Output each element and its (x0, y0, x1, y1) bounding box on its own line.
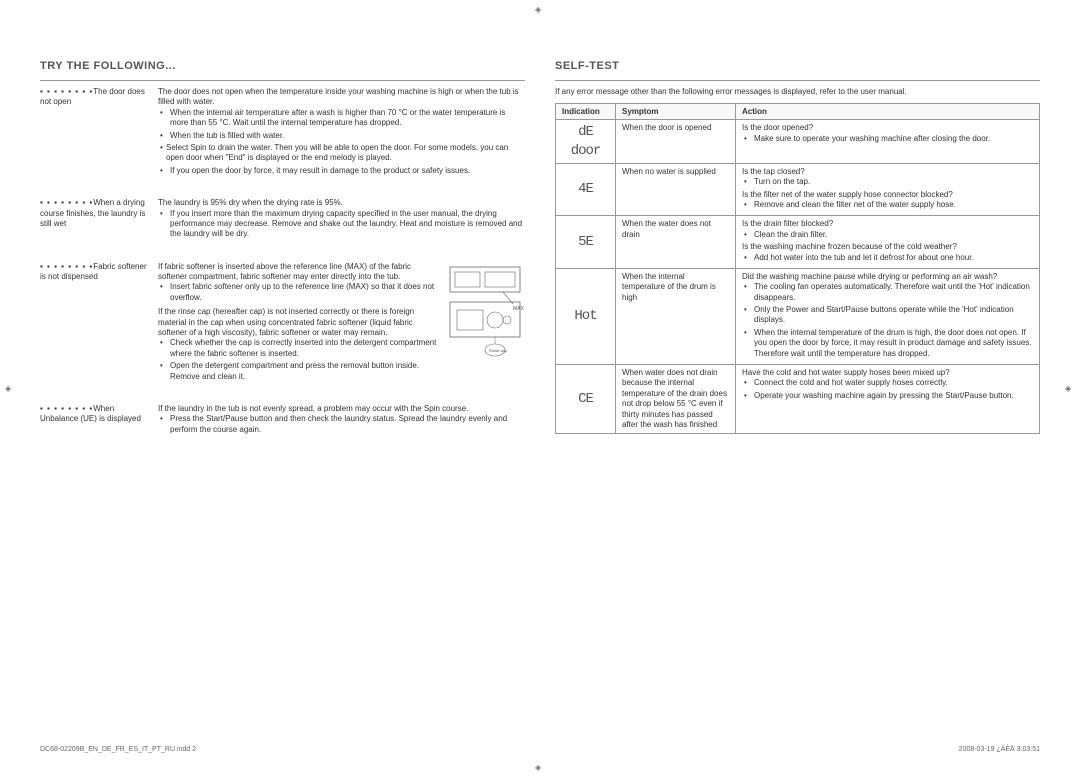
table-row: 5EWhen the water does not drainIs the dr… (556, 216, 1040, 269)
action-cell: Is the door opened?Make sure to operate … (736, 120, 1040, 163)
footer-filename: DC68-02209B_EN_DE_FR_ES_IT_PT_RU.indd 2 (40, 746, 196, 753)
trailing-note: If you open the door by force, it may re… (158, 166, 525, 176)
table-row: 4EWhen no water is suppliedIs the tap cl… (556, 163, 1040, 216)
divider (555, 80, 1040, 81)
segment-display-icon: 4E (562, 180, 609, 198)
page-container: TRY THE FOLLOWING... ▪ ▪ ▪ ▪ ▪ ▪ ▪ ▪ The… (0, 0, 1080, 778)
crop-mark-bottom (535, 763, 545, 773)
symptom-cell: When the door is opened (616, 120, 736, 163)
symptom-cell: When water does not drain because the in… (616, 365, 736, 434)
action-line: Is the filter net of the water supply ho… (742, 190, 1033, 200)
troubleshoot-block: ▪ ▪ ▪ ▪ ▪ ▪ ▪ ▪ When a drying course fin… (40, 198, 525, 242)
action-cell: Have the cold and hot water supply hoses… (736, 365, 1040, 434)
right-column: SELF-TEST If any error message other tha… (555, 60, 1040, 738)
segment-display-icon: Hot (562, 307, 609, 325)
bullet-item: Open the detergent compartment and press… (158, 361, 525, 382)
block-main-text: If the laundry in the tub is not evenly … (158, 404, 525, 414)
block-main-text: The door does not open when the temperat… (158, 87, 525, 108)
bullet-item: When the internal air temperature after … (158, 108, 525, 129)
th-symptom: Symptom (616, 104, 736, 120)
action-line: Operate your washing machine again by pr… (742, 391, 1033, 401)
bullet-item: Insert fabric softener only up to the re… (158, 282, 525, 303)
troubleshoot-block: ▪ ▪ ▪ ▪ ▪ ▪ ▪ ▪ The door does not open Th… (40, 87, 525, 178)
indication-cell: Hot (556, 268, 616, 364)
segment-display-icon: door (562, 142, 609, 160)
indication-cell: 4E (556, 163, 616, 216)
segment-display-icon: dE (562, 123, 609, 141)
action-line: Make sure to operate your washing machin… (742, 134, 1033, 144)
crop-mark-top (535, 5, 545, 15)
table-row: CE When water does not drain because the … (556, 365, 1040, 434)
block-label: ▪ ▪ ▪ ▪ ▪ ▪ ▪ ▪ Fabric softener is not d… (40, 262, 150, 384)
troubleshoot-block: ▪ ▪ ▪ ▪ ▪ ▪ ▪ ▪ When Unbalance (UE) is d… (40, 404, 525, 437)
action-line: Clean the drain filter. (742, 230, 1033, 240)
action-line: When the internal temperature of the dru… (742, 328, 1033, 359)
action-cell: Is the drain filter blocked?Clean the dr… (736, 216, 1040, 269)
self-test-table: Indication Symptom Action dEdoorWhen the… (555, 103, 1040, 434)
action-line: Is the washing machine frozen because of… (742, 242, 1033, 252)
action-line: Only the Power and Start/Pause buttons o… (742, 305, 1033, 326)
action-line: Is the drain filter blocked? (742, 219, 1033, 229)
action-line: Turn on the tap. (742, 177, 1033, 187)
page-footer: DC68-02209B_EN_DE_FR_ES_IT_PT_RU.indd 2 … (40, 746, 1040, 753)
action-line: Remove and clean the filter net of the w… (742, 200, 1033, 210)
action-line: Is the tap closed? (742, 167, 1033, 177)
block-main-text: The laundry is 95% dry when the drying r… (158, 198, 525, 208)
segment-display-icon: CE (562, 390, 609, 408)
action-line: Did the washing machine pause while dryi… (742, 272, 1033, 282)
action-line: Have the cold and hot water supply hoses… (742, 368, 1033, 378)
bullet-item: When the tub is filled with water. (158, 131, 525, 141)
symptom-cell: When the water does not drain (616, 216, 736, 269)
th-indication: Indication (556, 104, 616, 120)
bullet-item: Check whether the cap is correctly inser… (158, 338, 525, 359)
block-description: The laundry is 95% dry when the drying r… (158, 198, 525, 242)
table-row: Hot When the internal temperature of the … (556, 268, 1040, 364)
block-label: ▪ ▪ ▪ ▪ ▪ ▪ ▪ ▪ The door does not open (40, 87, 150, 178)
divider (40, 80, 525, 81)
crop-mark-right (1065, 384, 1075, 394)
block-description: The door does not open when the temperat… (158, 87, 525, 178)
action-line: Add hot water into the tub and let it de… (742, 253, 1033, 263)
symptom-cell: When the internal temperature of the dru… (616, 268, 736, 364)
segment-display-icon: 5E (562, 233, 609, 251)
action-line: The cooling fan operates automatically. … (742, 282, 1033, 303)
th-action: Action (736, 104, 1040, 120)
crop-mark-left (5, 384, 15, 394)
self-test-intro: If any error message other than the foll… (555, 87, 1040, 97)
right-section-title: SELF-TEST (555, 60, 1040, 72)
bullet-item: If you insert more than the maximum dryi… (158, 209, 525, 240)
bullet-item: Press the Start/Pause button and then ch… (158, 414, 525, 435)
block-label: ▪ ▪ ▪ ▪ ▪ ▪ ▪ ▪ When Unbalance (UE) is d… (40, 404, 150, 437)
table-row: dEdoorWhen the door is openedIs the door… (556, 120, 1040, 163)
symptom-cell: When no water is supplied (616, 163, 736, 216)
block-description: MAX Rinse cap If fabric softener is inse… (158, 262, 525, 384)
nested-item: Select Spin to drain the water. Then you… (158, 143, 525, 164)
left-section-title: TRY THE FOLLOWING... (40, 60, 525, 72)
block-label: ▪ ▪ ▪ ▪ ▪ ▪ ▪ ▪ When a drying course fin… (40, 198, 150, 242)
action-line: Is the door opened? (742, 123, 1033, 133)
troubleshoot-block: ▪ ▪ ▪ ▪ ▪ ▪ ▪ ▪ Fabric softener is not d… (40, 262, 525, 384)
action-line: Connect the cold and hot water supply ho… (742, 378, 1033, 388)
action-cell: Did the washing machine pause while dryi… (736, 268, 1040, 364)
action-cell: Is the tap closed?Turn on the tap. Is the… (736, 163, 1040, 216)
block-description: If the laundry in the tub is not evenly … (158, 404, 525, 437)
indication-cell: dEdoor (556, 120, 616, 163)
indication-cell: 5E (556, 216, 616, 269)
indication-cell: CE (556, 365, 616, 434)
footer-timestamp: 2008-03-19 ¿ÀÈÄ 3:03:51 (959, 746, 1040, 753)
left-column: TRY THE FOLLOWING... ▪ ▪ ▪ ▪ ▪ ▪ ▪ ▪ The… (40, 60, 525, 738)
svg-text:MAX: MAX (513, 306, 525, 312)
